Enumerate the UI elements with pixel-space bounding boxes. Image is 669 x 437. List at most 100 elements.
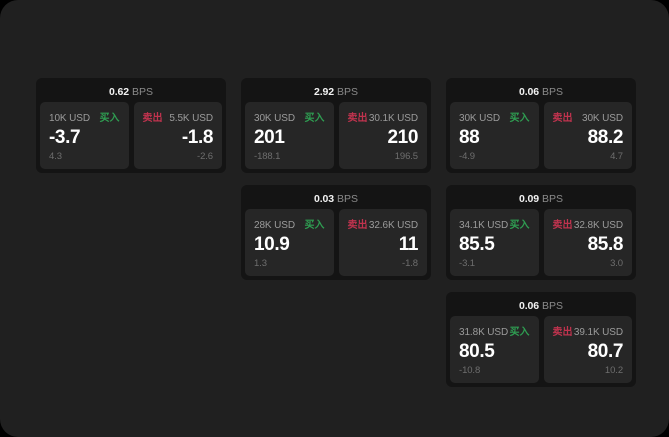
buy-action-label: 买入: [304, 113, 325, 124]
buy-delta: -4.9: [459, 151, 475, 162]
card-body: 28K USD 买入 10.9 1.3 卖出 32.6K USD 11 -1.8: [241, 209, 431, 280]
sell-delta: 3.0: [610, 258, 623, 269]
buy-size-label: 10K USD: [49, 113, 90, 124]
buy-action-label: 买入: [509, 220, 530, 231]
bps-unit-label: BPS: [337, 86, 359, 98]
buy-panel[interactable]: 31.8K USD 买入 80.5 -10.8: [450, 316, 539, 383]
buy-delta: -10.8: [459, 365, 481, 376]
quote-card-grid: 0.62 BPS 10K USD 买入 -3.7 4.3 卖出 5.5K USD -1.8 -2.…: [36, 78, 636, 388]
sell-panel[interactable]: 卖出 5.5K USD -1.8 -2.6: [133, 102, 222, 169]
bps-value: 0.06: [518, 86, 540, 98]
sell-action-label: 卖出: [347, 220, 368, 231]
buy-panel[interactable]: 30K USD 买入 88 -4.9: [450, 102, 539, 169]
sell-panel[interactable]: 卖出 32.6K USD 11 -1.8: [338, 209, 427, 276]
quote-card[interactable]: 0.06 BPS 30K USD 买入 88 -4.9 卖出 30K USD 88.2 4.7: [446, 78, 636, 173]
buy-size-label: 30K USD: [459, 113, 500, 124]
sell-delta: 10.2: [604, 365, 623, 376]
sell-action-label: 卖出: [552, 113, 573, 124]
bps-unit-label: BPS: [337, 193, 359, 205]
buy-size-label: 30K USD: [254, 113, 295, 124]
quote-card[interactable]: 0.06 BPS 31.8K USD 买入 80.5 -10.8 卖出 39.1K USD 80…: [446, 292, 636, 387]
sell-panel-header: 卖出 5.5K USD: [143, 109, 214, 124]
bps-value: 0.62: [108, 86, 130, 98]
quote-card[interactable]: 0.62 BPS 10K USD 买入 -3.7 4.3 卖出 5.5K USD -1.8 -2.…: [36, 78, 226, 173]
bps-value: 0.06: [518, 300, 540, 312]
card-header: 0.06 BPS: [446, 78, 636, 102]
buy-price: 88: [459, 127, 480, 148]
buy-delta: -3.1: [459, 258, 475, 269]
sell-size-label: 5.5K USD: [169, 113, 213, 124]
sell-panel-header: 卖出 32.8K USD: [553, 216, 624, 231]
buy-panel[interactable]: 10K USD 买入 -3.7 4.3: [40, 102, 129, 169]
sell-size-label: 32.6K USD: [368, 220, 418, 231]
buy-panel[interactable]: 30K USD 买入 201 -188.1: [245, 102, 334, 169]
sell-price: 80.7: [587, 341, 624, 362]
card-body: 30K USD 买入 201 -188.1 卖出 30.1K USD 210 196.5: [241, 102, 431, 173]
sell-price: -1.8: [181, 127, 214, 148]
buy-action-label: 买入: [99, 113, 120, 124]
sell-action-label: 卖出: [552, 220, 573, 231]
card-body: 34.1K USD 买入 85.5 -3.1 卖出 32.8K USD 85.8 3.0: [446, 209, 636, 280]
sell-panel[interactable]: 卖出 30K USD 88.2 4.7: [543, 102, 632, 169]
sell-delta: 196.5: [394, 151, 418, 162]
sell-panel-header: 卖出 30K USD: [553, 109, 624, 124]
card-header: 0.09 BPS: [446, 185, 636, 209]
bps-unit-label: BPS: [542, 86, 564, 98]
bps-value: 0.09: [518, 193, 540, 205]
sell-price: 11: [398, 234, 419, 255]
buy-action-label: 买入: [509, 113, 530, 124]
buy-delta: 4.3: [49, 151, 62, 162]
bps-value: 2.92: [313, 86, 335, 98]
sell-panel[interactable]: 卖出 39.1K USD 80.7 10.2: [543, 316, 632, 383]
sell-size-label: 32.8K USD: [573, 220, 623, 231]
buy-panel-header: 30K USD 买入: [459, 109, 530, 124]
buy-delta: 1.3: [254, 258, 267, 269]
quote-card[interactable]: 0.09 BPS 34.1K USD 买入 85.5 -3.1 卖出 32.8K USD 85.…: [446, 185, 636, 280]
buy-panel[interactable]: 34.1K USD 买入 85.5 -3.1: [450, 209, 539, 276]
buy-delta: -188.1: [254, 151, 281, 162]
buy-action-label: 买入: [304, 220, 325, 231]
sell-action-label: 卖出: [347, 113, 368, 124]
bps-unit-label: BPS: [542, 193, 564, 205]
buy-size-label: 34.1K USD: [459, 220, 509, 231]
sell-panel-header: 卖出 32.6K USD: [348, 216, 419, 231]
card-header: 2.92 BPS: [241, 78, 431, 102]
bps-unit-label: BPS: [132, 86, 154, 98]
card-body: 10K USD 买入 -3.7 4.3 卖出 5.5K USD -1.8 -2.6: [36, 102, 226, 173]
sell-delta: 4.7: [610, 151, 623, 162]
buy-price: -3.7: [49, 127, 81, 148]
sell-size-label: 30.1K USD: [368, 113, 418, 124]
sell-action-label: 卖出: [552, 327, 573, 338]
card-body: 30K USD 买入 88 -4.9 卖出 30K USD 88.2 4.7: [446, 102, 636, 173]
bps-unit-label: BPS: [542, 300, 564, 312]
sell-delta: -1.8: [402, 258, 418, 269]
sell-panel-header: 卖出 39.1K USD: [553, 323, 624, 338]
buy-panel-header: 31.8K USD 买入: [459, 323, 530, 338]
sell-price: 210: [387, 127, 418, 148]
sell-panel[interactable]: 卖出 32.8K USD 85.8 3.0: [543, 209, 632, 276]
buy-panel-header: 28K USD 买入: [254, 216, 325, 231]
buy-price: 85.5: [459, 234, 495, 255]
buy-price: 201: [254, 127, 285, 148]
buy-panel-header: 34.1K USD 买入: [459, 216, 530, 231]
sell-price: 88.2: [587, 127, 624, 148]
sell-delta: -2.6: [197, 151, 213, 162]
buy-panel-header: 10K USD 买入: [49, 109, 120, 124]
card-header: 0.03 BPS: [241, 185, 431, 209]
buy-size-label: 28K USD: [254, 220, 295, 231]
card-body: 31.8K USD 买入 80.5 -10.8 卖出 39.1K USD 80.7 10.2: [446, 316, 636, 387]
sell-size-label: 30K USD: [582, 113, 623, 124]
quote-card[interactable]: 2.92 BPS 30K USD 买入 201 -188.1 卖出 30.1K USD 210 1…: [241, 78, 431, 173]
sell-price: 85.8: [587, 234, 624, 255]
sell-panel[interactable]: 卖出 30.1K USD 210 196.5: [338, 102, 427, 169]
buy-size-label: 31.8K USD: [459, 327, 509, 338]
card-header: 0.62 BPS: [36, 78, 226, 102]
quote-card[interactable]: 0.03 BPS 28K USD 买入 10.9 1.3 卖出 32.6K USD 11 -1.8: [241, 185, 431, 280]
buy-panel[interactable]: 28K USD 买入 10.9 1.3: [245, 209, 334, 276]
buy-panel-header: 30K USD 买入: [254, 109, 325, 124]
sell-panel-header: 卖出 30.1K USD: [348, 109, 419, 124]
buy-price: 80.5: [459, 341, 495, 362]
card-header: 0.06 BPS: [446, 292, 636, 316]
buy-action-label: 买入: [509, 327, 530, 338]
